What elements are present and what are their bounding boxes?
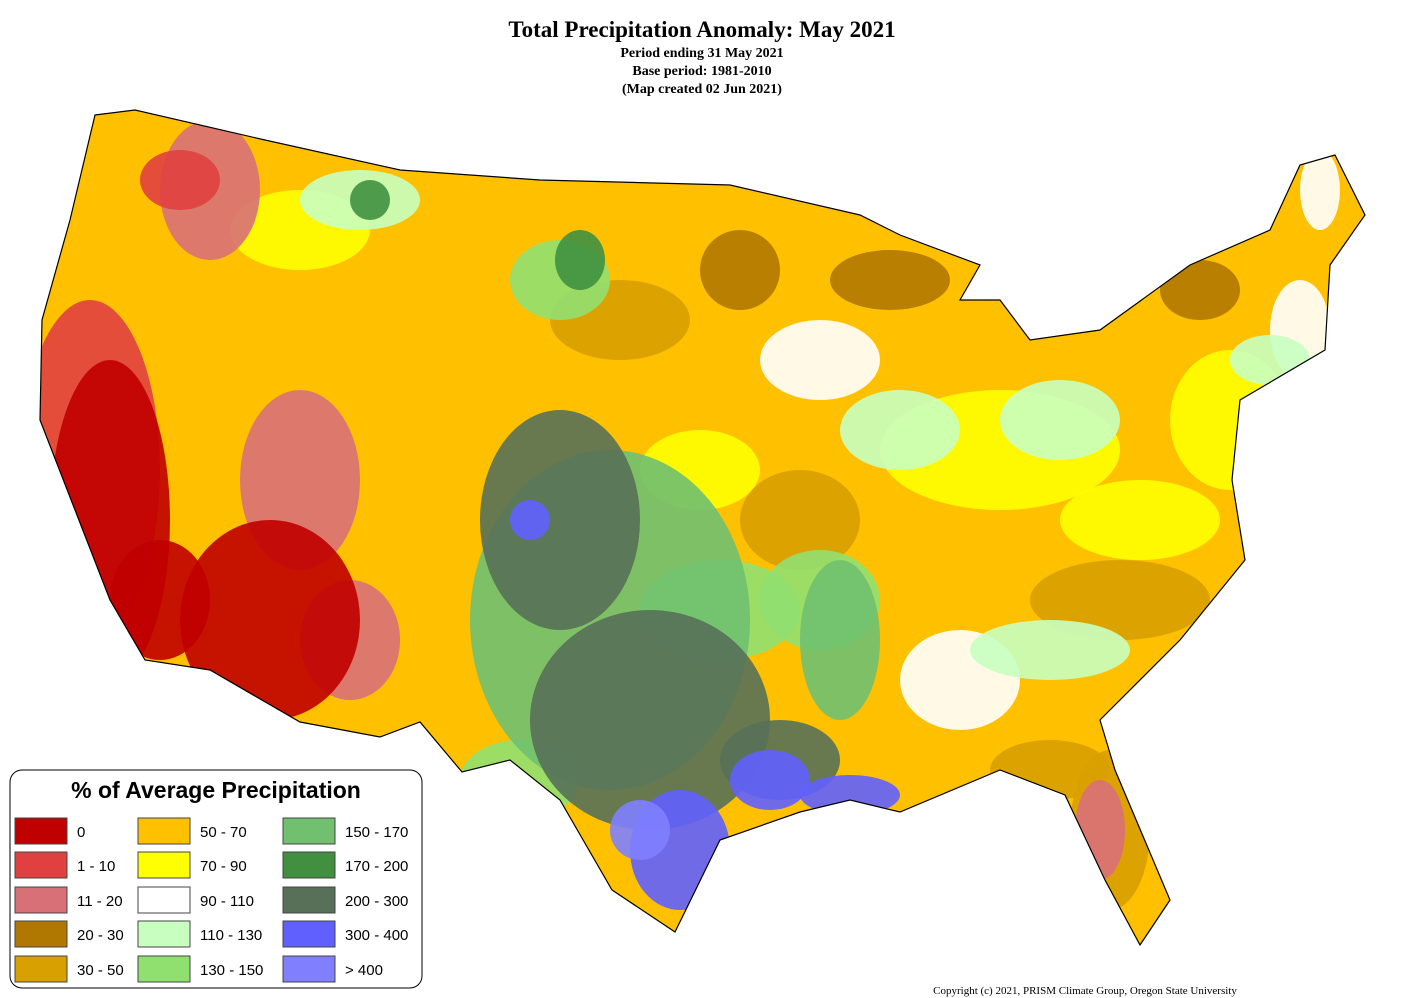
precip-region [1030,560,1210,640]
legend-label: 150 - 170 [345,824,408,841]
precip-region [970,620,1130,680]
legend: 0 1 - 10 11 - 20 20 - 30 30 - 50 50 - 70 70 - … [14,817,408,983]
legend-label: 1 - 10 [77,858,115,875]
legend-swatch [282,886,336,914]
legend-swatch [282,955,336,983]
legend-swatch [282,920,336,948]
precip-region [800,560,880,720]
legend-label: 110 - 130 [200,927,262,944]
legend-title: % of Average Precipitation [71,777,361,803]
legend-label: 90 - 110 [200,893,254,910]
legend-label: 30 - 50 [77,962,124,979]
legend-label: 170 - 200 [345,858,408,875]
legend-label: 130 - 150 [200,962,263,979]
precip-region [830,250,950,310]
precip-region [350,180,390,220]
precip-region [730,750,810,810]
legend-swatch [137,851,191,879]
subtitles: Period ending 31 May 2021 Base period: 19… [620,46,783,97]
subtitle: (Map created 02 Jun 2021) [622,82,782,97]
precip-region [480,410,640,630]
precip-region [1230,335,1310,385]
legend-label: 0 [77,824,85,841]
precip-region [840,390,960,470]
legend-label: 50 - 70 [200,824,247,841]
precip-region [180,520,360,720]
legend-swatch [282,851,336,879]
precip-region [1160,260,1240,320]
subtitle: Base period: 1981-2010 [632,64,771,79]
legend-swatch [137,886,191,914]
legend-label: 20 - 30 [77,927,124,944]
precip-region [510,500,550,540]
precip-region [555,230,605,290]
legend-swatch [14,851,68,879]
subtitle: Period ending 31 May 2021 [620,46,783,61]
precip-region [1075,780,1125,880]
legend-swatch [137,920,191,948]
legend-swatch [137,955,191,983]
legend-label: 70 - 90 [200,858,247,875]
title: Total Precipitation Anomaly: May 2021 [508,17,895,42]
precip-region [610,800,670,860]
precip-region [1060,480,1220,560]
precip-region [1000,380,1120,460]
legend-label: > 400 [345,962,383,979]
precip-region [140,150,220,210]
legend-label: 11 - 20 [77,893,123,910]
legend-label: 200 - 300 [345,893,408,910]
precip-region [1300,150,1340,230]
precip-region [530,610,770,830]
legend-swatch [282,817,336,845]
legend-swatch [14,817,68,845]
legend-swatch [14,886,68,914]
precip-region [700,230,780,310]
precip-region [800,775,900,815]
legend-label: 300 - 400 [345,927,408,944]
legend-swatch [14,955,68,983]
precip-region [740,470,860,570]
precip-region [760,320,880,400]
legend-swatch [14,920,68,948]
precip-region [110,540,210,660]
legend-swatch [137,817,191,845]
copyright: Copyright (c) 2021, PRISM Climate Group,… [933,985,1237,997]
